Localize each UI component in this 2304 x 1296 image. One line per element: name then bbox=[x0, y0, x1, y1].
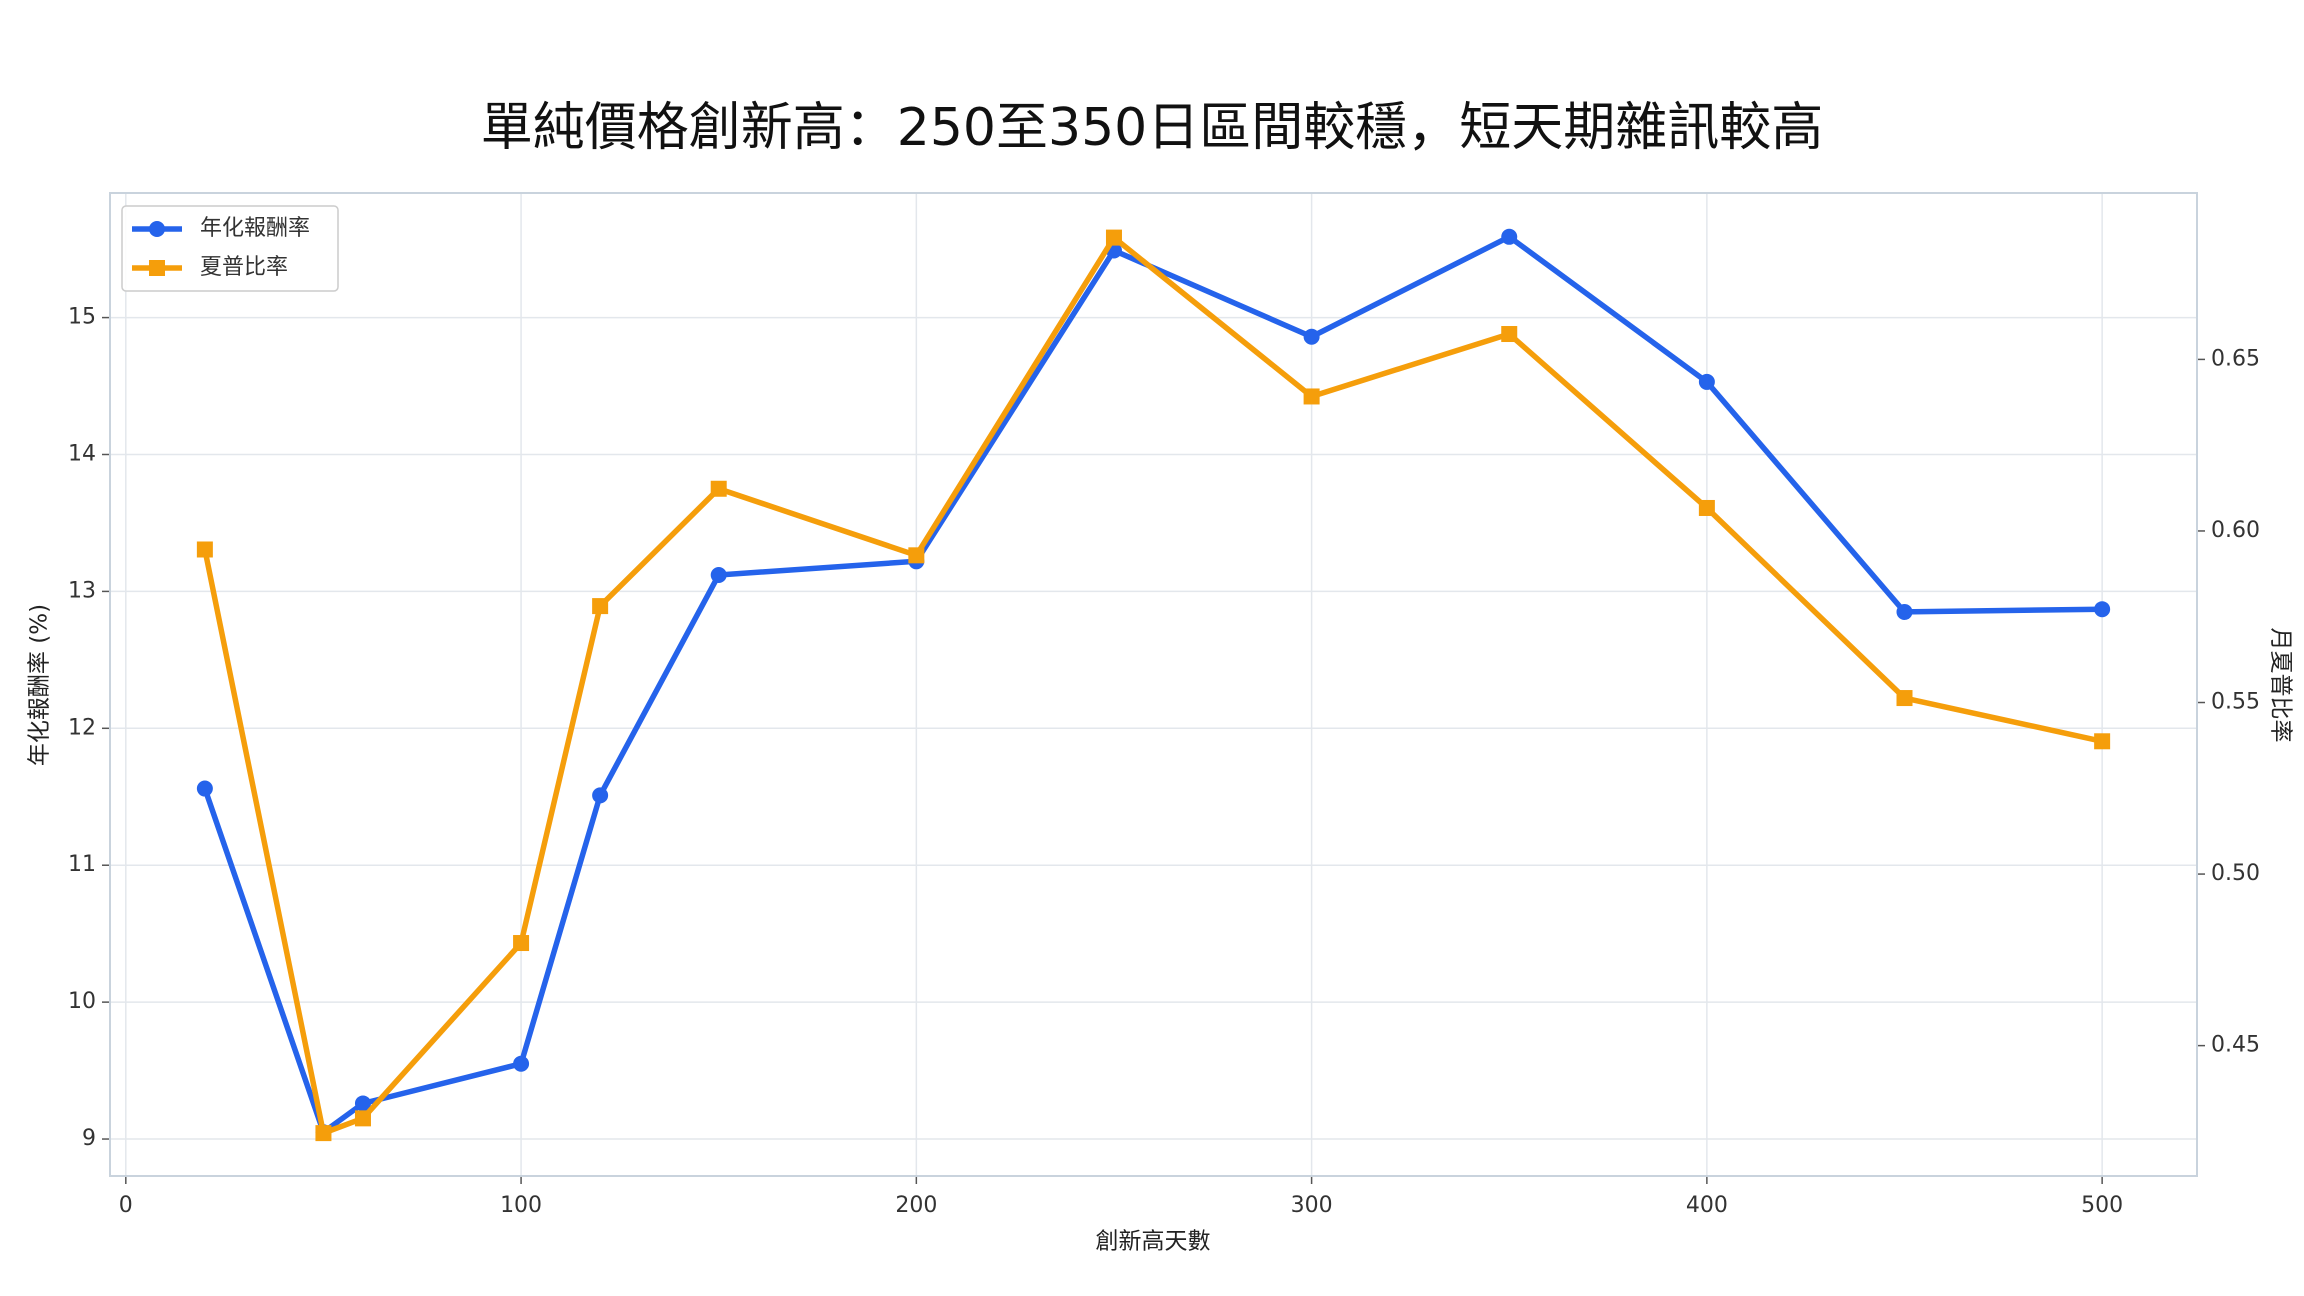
data-point bbox=[710, 480, 727, 497]
legend-marker bbox=[149, 221, 165, 237]
y-axis-label: 年化報酬率 (%) bbox=[27, 604, 53, 766]
data-point bbox=[592, 787, 609, 804]
plot-frame bbox=[109, 192, 2198, 1177]
y-tick-label: 14 bbox=[68, 441, 96, 466]
x-tick-label: 400 bbox=[1686, 1193, 1728, 1218]
y-tick-label: 10 bbox=[68, 989, 96, 1014]
data-point bbox=[354, 1095, 371, 1112]
y-tick-label: 9 bbox=[82, 1126, 96, 1151]
chart-title: 單純價格創新高：250至350日區間較穩，短天期雜訊較高 bbox=[481, 98, 1824, 158]
data-point bbox=[1896, 603, 1913, 620]
legend-marker bbox=[149, 260, 165, 276]
data-point bbox=[2094, 601, 2111, 618]
x-tick-label: 100 bbox=[500, 1193, 542, 1218]
data-point bbox=[196, 541, 213, 558]
y-tick-label: 12 bbox=[68, 715, 96, 740]
data-point bbox=[1303, 388, 1320, 405]
legend-label: 年化報酬率 bbox=[200, 216, 310, 241]
x-tick-label: 300 bbox=[1291, 1193, 1333, 1218]
data-point bbox=[1896, 690, 1913, 707]
data-point bbox=[908, 547, 925, 564]
legend-label: 夏普比率 bbox=[200, 255, 288, 280]
y2-tick-label: 0.55 bbox=[2211, 690, 2260, 715]
y2-tick-label: 0.50 bbox=[2211, 861, 2260, 886]
x-tick-label: 500 bbox=[2081, 1193, 2123, 1218]
data-point bbox=[1698, 373, 1715, 390]
y2-tick-label: 0.45 bbox=[2211, 1033, 2260, 1058]
series-line bbox=[202, 234, 2103, 1135]
y-tick-label: 15 bbox=[68, 305, 96, 330]
data-point bbox=[1698, 499, 1715, 516]
data-point bbox=[196, 780, 213, 797]
y2-tick-label: 0.65 bbox=[2211, 346, 2260, 371]
y2-tick-label: 0.60 bbox=[2211, 518, 2260, 543]
x-tick-label: 0 bbox=[119, 1193, 133, 1218]
y-tick-label: 11 bbox=[68, 852, 96, 877]
data-point bbox=[513, 935, 530, 952]
data-point bbox=[1303, 328, 1320, 345]
data-point bbox=[513, 1055, 530, 1072]
series-line bbox=[202, 234, 2103, 1136]
data-point bbox=[710, 566, 727, 583]
y-tick-label: 13 bbox=[68, 578, 96, 603]
data-point bbox=[354, 1110, 371, 1127]
data-point bbox=[592, 598, 609, 615]
data-point bbox=[2094, 733, 2111, 750]
data-point bbox=[315, 1125, 332, 1142]
x-axis-label: 創新高天數 bbox=[1096, 1229, 1211, 1255]
data-point bbox=[1105, 229, 1122, 246]
y2-axis-label: 月夏普比率 bbox=[2268, 628, 2294, 743]
data-point bbox=[1501, 326, 1518, 343]
data-point bbox=[1501, 228, 1518, 245]
x-tick-label: 200 bbox=[895, 1193, 937, 1218]
